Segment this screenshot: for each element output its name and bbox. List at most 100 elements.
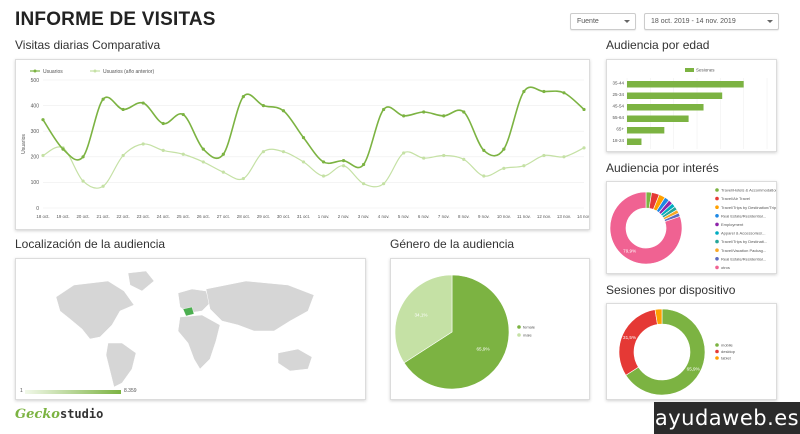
age-card: Sesiones02505007501 mil1.25 mil1.5 mil35… [606,59,777,156]
data-point [141,142,145,146]
geo-scale-min: 1 [20,388,23,394]
interest-legend-swatch [715,196,719,201]
data-point [301,136,306,140]
x-tick-label: 9 nov. [478,214,490,219]
category-label: 65+ [616,127,624,132]
legend-swatch [685,68,694,72]
device-slice [618,309,658,376]
data-point [562,155,566,159]
gender-card: 65,9% 34,1% female male [390,258,590,400]
series-line-previous [42,143,585,189]
bar [627,138,642,145]
slice-label: 79,9% [623,248,636,253]
interest-legend-swatch [715,188,719,192]
data-point [201,160,205,164]
device-legend-label: desktop [721,349,736,354]
x-tick-label: 26 oct. [197,214,210,219]
x-tick-label: 22 oct. [117,214,130,219]
data-point [522,89,526,94]
data-point [522,164,526,168]
x-tick-label: 3 nov. [358,214,370,219]
data-point [121,107,125,112]
data-point [482,174,486,178]
interest-legend-swatch [715,214,719,218]
y-tick-label: 100 [31,180,40,186]
data-point [382,182,386,186]
x-tick-label: 31 oct. [297,214,310,219]
interest-card: 79,9% Travel/Hotels & Accommodations Trave… [606,181,792,274]
geo-scale-max: 8.359 [124,388,137,394]
world-map[interactable] [16,259,365,399]
data-point [141,101,145,105]
x-tick-label: 12 nov. [537,214,551,219]
gender-slice [394,274,453,364]
data-point [101,97,105,101]
data-point [221,152,225,156]
age-audience-title: Audiencia por edad [606,38,710,52]
data-point [462,157,466,161]
device-legend-label: mobile [721,343,734,348]
data-point [542,89,546,94]
category-label: 18-24 [612,138,624,143]
interest-legend-label: otros [721,265,730,270]
source-dropdown[interactable]: Fuente [570,13,636,30]
interest-legend-label: Travel/Vacation Packag... [721,248,766,253]
data-point [201,147,205,151]
x-tick-label: 30 oct. [277,214,290,219]
slice-label: 65,9% [477,346,490,351]
location-card: 1 8.359 [15,258,366,400]
legend-label: Sesiones [696,68,715,73]
south-america-region [105,342,137,388]
data-point [281,109,286,113]
y-tick-label: 200 [31,155,40,161]
slice-label: 65,9% [687,367,700,372]
interest-legend-swatch [715,239,719,244]
data-point [422,110,426,114]
y-tick-label: 300 [31,129,40,135]
interest-legend-label: Travel/Hotels & Accommodations [721,188,776,193]
interest-legend-swatch [715,265,719,270]
device-legend-swatch [715,356,719,360]
x-tick-label: 19 oct. [56,214,69,219]
data-point [321,160,326,164]
north-america-region [55,280,135,340]
data-point [382,107,386,112]
logo-studio: studio [59,407,104,421]
watermark: ayudaweb.es [654,402,800,434]
bar [627,115,689,122]
greenland-region [127,270,155,292]
data-point [442,114,446,118]
interest-audience-title: Audiencia por interés [606,161,719,175]
x-tick-label: 24 oct. [157,214,170,219]
bar [627,104,704,111]
gender-slice [403,274,510,390]
data-point [121,153,125,158]
interest-legend-label: Real Estate/Residential... [721,213,766,218]
data-point [341,159,346,163]
data-point [422,156,426,160]
data-point [241,176,245,181]
x-tick-label: 14 nov. [577,214,589,219]
data-point [301,160,306,164]
x-tick-label: 7 nov. [438,214,450,219]
date-range-dropdown[interactable]: 18 oct. 2019 - 14 nov. 2019 [644,13,779,30]
geo-scale-bar [25,390,121,394]
australia-region [277,348,313,372]
gecko-studio-logo: Geckostudio [15,406,103,422]
x-tick-label: 23 oct. [137,214,150,219]
data-point [161,121,165,126]
interest-legend-label: Travel/Air Travel [721,196,750,201]
data-point [582,146,586,150]
interest-legend-swatch [715,222,719,227]
series-line-current [42,86,585,169]
data-point [542,153,546,158]
gender-legend-label: male [523,333,532,338]
source-dropdown-label: Fuente [577,18,599,25]
slice-label: 34,1% [414,313,427,318]
interest-legend-label: Employment [721,222,744,227]
legend-label: Usuarios (año anterior) [103,69,154,75]
logo-gecko: Gecko [15,407,60,422]
chevron-down-icon [767,20,773,23]
x-tick-label: 27 oct. [217,214,230,219]
